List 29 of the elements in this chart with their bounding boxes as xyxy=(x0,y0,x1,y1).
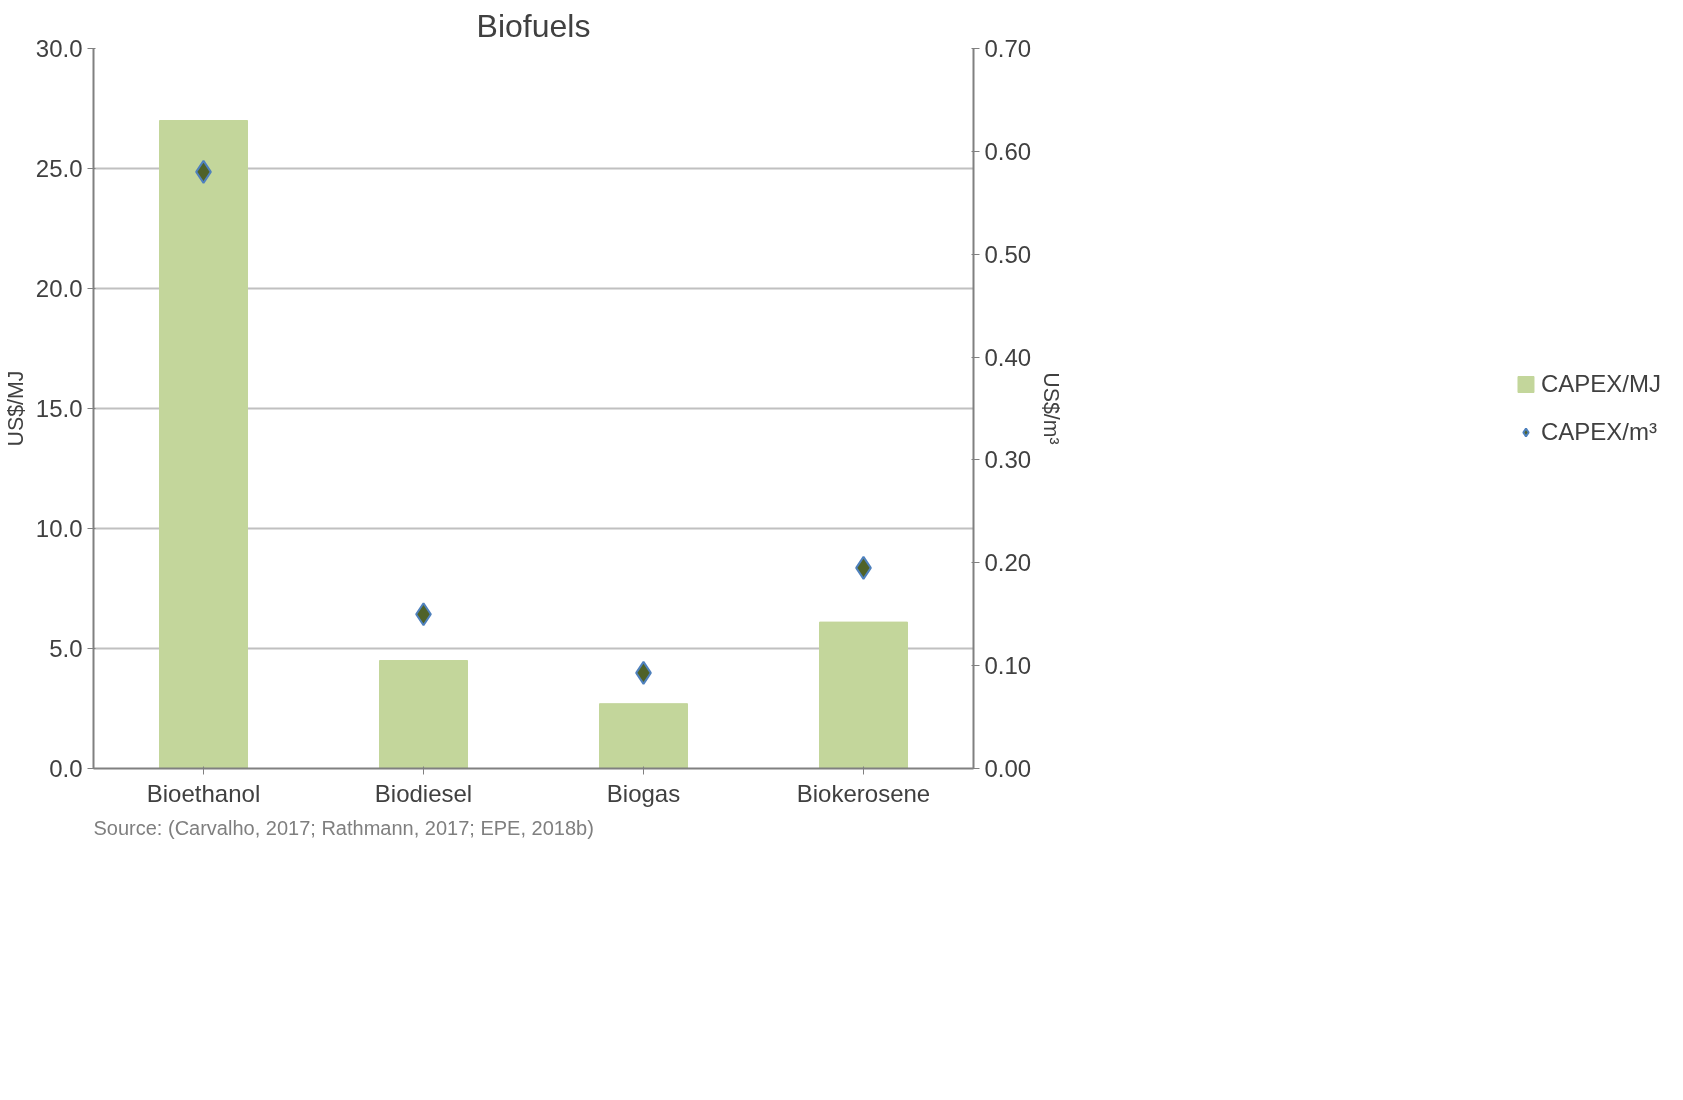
y2-tick-label: 0.50 xyxy=(984,240,1032,268)
y-tick-label: 5.0 xyxy=(49,635,83,662)
y-tick-label: 25.0 xyxy=(35,155,83,182)
y2-tick-label: 0.30 xyxy=(984,446,1032,474)
x-tick-label: Biogas xyxy=(606,779,681,807)
y-tick-label: 10.0 xyxy=(35,515,83,542)
bar xyxy=(819,621,908,769)
y2-tick-label: 0.40 xyxy=(984,343,1032,371)
bar xyxy=(159,120,248,769)
y-axis-title: US$/MJ xyxy=(3,370,28,447)
y2-tick-label: 0.70 xyxy=(984,35,1032,62)
y2-tick-label: 0.00 xyxy=(984,755,1032,782)
y2-tick-label: 0.10 xyxy=(984,652,1032,680)
y-tick-label: 20.0 xyxy=(35,275,83,302)
x-tick-label: Biodiesel xyxy=(374,779,473,807)
source-note: Source: (Carvalho, 2017; Rathmann, 2017; EPE, 2018b) xyxy=(93,816,594,839)
y2-tick-label: 0.20 xyxy=(984,549,1032,577)
y-tick-label: 0.0 xyxy=(49,755,83,782)
y-tick-label: 15.0 xyxy=(35,395,83,422)
y2-tick-label: 0.60 xyxy=(984,137,1032,165)
bar xyxy=(599,703,688,769)
y2-axis-title: US$/m³ xyxy=(1039,372,1064,445)
x-tick-label: Bioethanol xyxy=(146,779,261,807)
y-tick-label: 30.0 xyxy=(35,35,83,62)
bar xyxy=(379,660,468,769)
chart-title: Biofuels xyxy=(476,7,591,44)
legend-label: CAPEX/m³ xyxy=(1540,418,1657,446)
legend-label: CAPEX/MJ xyxy=(1540,370,1661,398)
x-tick-label: Biokerosene xyxy=(796,779,931,807)
